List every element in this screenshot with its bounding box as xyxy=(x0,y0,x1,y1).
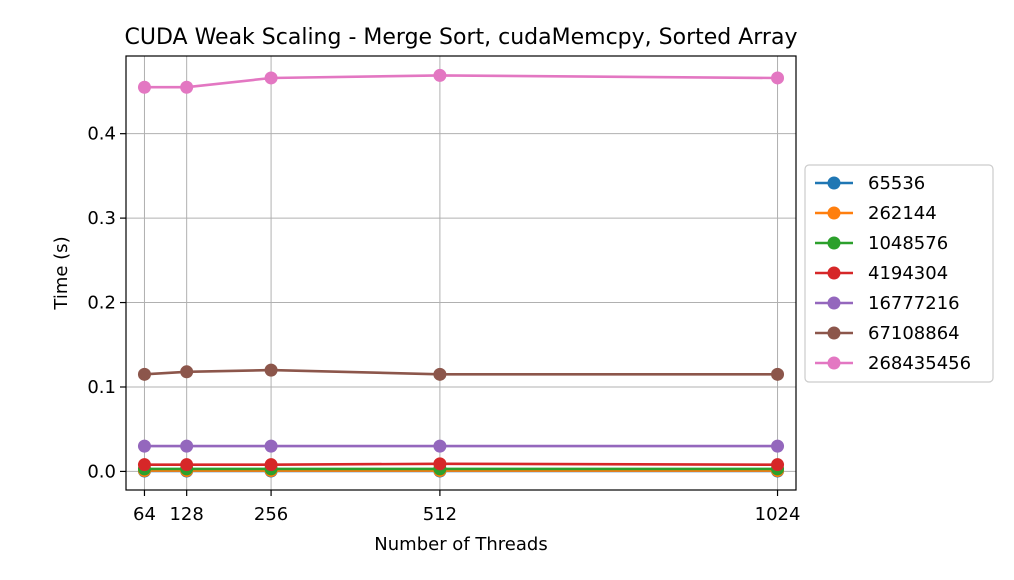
legend-label: 67108864 xyxy=(868,323,960,344)
y-tick-label: 0.4 xyxy=(87,124,116,145)
data-point xyxy=(264,458,278,472)
legend-label: 16777216 xyxy=(868,293,960,314)
legend-label: 65536 xyxy=(868,173,925,194)
legend-entry: 268435456 xyxy=(815,353,971,374)
data-point xyxy=(264,71,278,85)
legend-label: 268435456 xyxy=(868,353,971,374)
series-16777216 xyxy=(137,439,785,453)
legend-marker xyxy=(827,296,841,310)
series-268435456 xyxy=(137,68,785,94)
series-4194304 xyxy=(137,457,785,472)
y-tick-label: 0.2 xyxy=(87,293,116,314)
x-tick-label: 256 xyxy=(254,504,288,525)
data-point xyxy=(771,71,785,85)
legend-entry: 1048576 xyxy=(815,233,948,254)
legend-marker xyxy=(827,356,841,370)
legend-marker xyxy=(827,206,841,220)
data-point xyxy=(137,367,151,381)
legend-entry: 65536 xyxy=(815,173,925,194)
y-axis-title: Time (s) xyxy=(51,236,72,310)
x-tick-label: 1024 xyxy=(755,504,801,525)
data-point xyxy=(433,367,447,381)
data-point xyxy=(771,367,785,381)
y-tick-label: 0.1 xyxy=(87,377,116,398)
legend-label: 4194304 xyxy=(868,263,948,284)
y-tick-label: 0.0 xyxy=(87,461,116,482)
chart-title: CUDA Weak Scaling - Merge Sort, cudaMemc… xyxy=(125,25,798,50)
x-axis-title: Number of Threads xyxy=(374,534,547,555)
legend-marker xyxy=(827,176,841,190)
series-67108864 xyxy=(137,363,785,381)
series-group xyxy=(137,68,785,478)
data-point xyxy=(771,458,785,472)
data-point xyxy=(137,458,151,472)
data-point xyxy=(180,439,194,453)
data-point xyxy=(433,439,447,453)
legend-marker xyxy=(827,326,841,340)
x-tick-label: 64 xyxy=(133,504,156,525)
data-point xyxy=(180,458,194,472)
data-point xyxy=(180,80,194,94)
plot-area-frame xyxy=(125,55,797,491)
legend-marker xyxy=(827,236,841,250)
data-point xyxy=(180,365,194,379)
data-point xyxy=(264,363,278,377)
x-axis: 64 128 256 512 1024 xyxy=(133,490,800,525)
legend: 65536 262144 1048576 4194304 16777216 6710886… xyxy=(804,164,994,383)
legend-marker xyxy=(827,266,841,280)
data-point xyxy=(771,439,785,453)
legend-entry: 67108864 xyxy=(815,323,960,344)
legend-box xyxy=(804,164,994,383)
y-tick-label: 0.3 xyxy=(87,208,116,229)
data-point xyxy=(264,439,278,453)
legend-label: 1048576 xyxy=(868,233,948,254)
legend-label: 262144 xyxy=(868,203,937,224)
series-line xyxy=(144,462,778,467)
legend-entry: 4194304 xyxy=(815,263,948,284)
legend-entry: 262144 xyxy=(815,203,937,224)
data-point xyxy=(433,68,447,82)
data-point xyxy=(433,457,447,471)
legend-entry: 16777216 xyxy=(815,293,960,314)
x-tick-label: 512 xyxy=(423,504,457,525)
data-point xyxy=(137,80,151,94)
x-tick-label: 128 xyxy=(169,504,203,525)
y-axis: 0.0 0.1 0.2 0.3 0.4 xyxy=(87,124,126,482)
data-point xyxy=(137,439,151,453)
